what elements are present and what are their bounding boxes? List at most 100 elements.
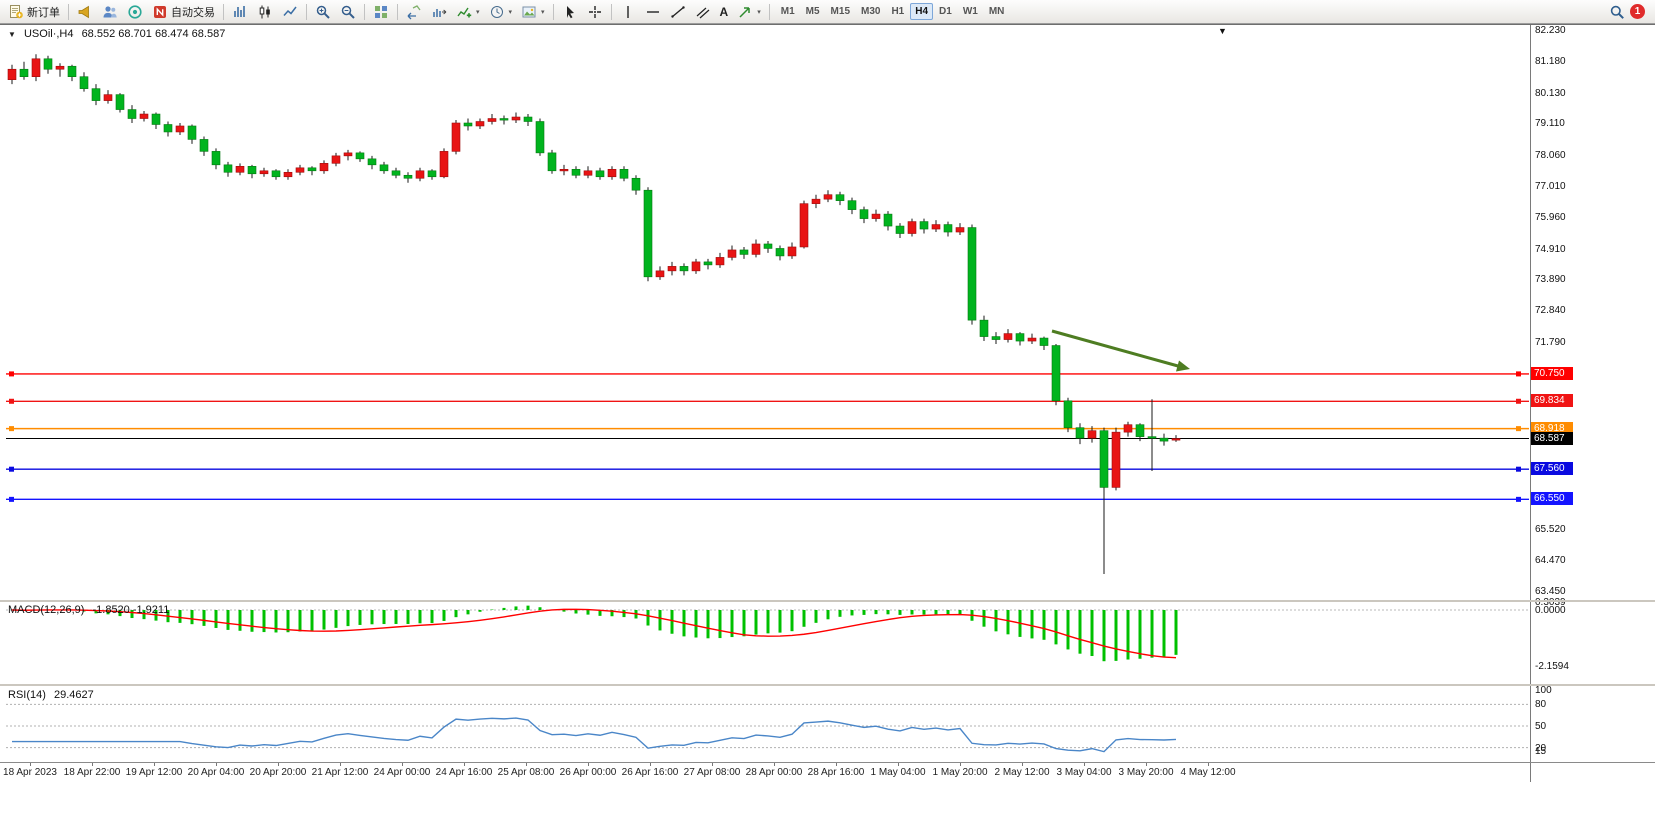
candlestick-mode-button[interactable] [253,2,277,22]
line-handle[interactable] [9,426,14,432]
trendline-tool-button[interactable] [666,2,690,22]
arrow-shape-icon [739,6,750,18]
traders-community-button[interactable] [98,2,122,22]
chart-canvas[interactable] [0,24,1655,780]
candles-layer[interactable] [7,54,1181,575]
tile-windows-button[interactable] [369,2,393,22]
timeframe-toolbar: M1 M5 M15 M30 H1 H4 D1 W1 MN [776,3,1010,20]
line-handle[interactable] [9,398,14,404]
time-axis-label: 19 Apr 12:00 [125,767,183,778]
macd-histogram [22,605,1178,662]
cursor-tool-button[interactable] [558,2,582,22]
time-axis-label: 24 Apr 16:00 [435,767,493,778]
timeframe-d1-button[interactable]: D1 [934,3,957,20]
time-axis[interactable]: 18 Apr 2023 18 Apr 22:00 19 Apr 12:00 20 Ap… [0,763,1530,781]
auto-scroll-icon [407,4,421,19]
trend-arrow[interactable] [1051,329,1190,372]
chart-menu-arrow-icon[interactable]: ▼ [1218,26,1227,36]
new-order-icon [10,4,23,18]
chart-shift-button[interactable] [427,2,451,22]
time-axis-label: 1 May 20:00 [932,767,988,778]
rsi-value: 29.4627 [53,689,94,701]
auto-trading-button[interactable]: 自动交易 [148,2,219,22]
vertical-line-icon [626,5,629,18]
time-tick [1208,763,1209,766]
timeframe-m15-button[interactable]: M15 [826,3,855,20]
channel-icon [696,7,709,18]
time-tick [588,763,589,766]
line-handle[interactable] [1516,466,1521,472]
bar-chart-mode-button[interactable] [228,2,252,22]
macd-axis-label: -2.1594 [1535,661,1569,673]
timeframe-mn-button[interactable]: MN [984,3,1010,20]
timeframe-h4-button[interactable]: H4 [910,3,934,20]
toolbar-separator [397,3,398,20]
time-axis-label: 24 Apr 00:00 [373,767,431,778]
line-handle[interactable] [9,371,14,377]
price-line-badge: 66.550 [1531,492,1573,506]
time-tick [1022,763,1023,766]
horizontal-line-tool-button[interactable] [641,2,665,22]
new-order-button[interactable]: 新订单 [4,2,64,22]
time-tick [340,763,341,766]
templates-button[interactable]: ▾ [517,2,549,22]
time-tick [650,763,651,766]
price-axis-label: 71.790 [1535,336,1566,348]
price-axis-label: 82.230 [1535,25,1566,36]
line-handle[interactable] [1516,371,1521,377]
clock-icon [490,5,503,18]
template-icon [522,6,536,17]
shapes-tool-button[interactable]: ▾ [733,2,765,22]
panel-splitter-rsi[interactable] [0,684,1655,686]
auto-scroll-button[interactable] [402,2,426,22]
line-chart-mode-button[interactable] [278,2,302,22]
dropdown-caret-icon: ▾ [508,8,513,16]
indicators-icon [457,7,472,17]
search-icon [1610,5,1624,19]
crosshair-tool-button[interactable] [583,2,607,22]
text-tool-button[interactable]: A [716,2,733,22]
time-tick [836,763,837,766]
price-scale[interactable]: 82.230 81.180 80.130 79.110 78.060 77.010 75.9… [1530,24,1655,782]
line-handle[interactable] [1516,398,1521,404]
rsi-axis-label: 80 [1535,699,1547,711]
rsi-axis-label: 100 [1535,685,1552,696]
macd-values: -1.8520 -1.9211 [92,604,170,616]
periods-button[interactable]: ▾ [485,2,517,22]
auto-trading-icon [154,5,166,18]
ohlc-values: 68.552 68.701 68.474 68.587 [81,28,226,40]
toolbar-separator [552,3,554,20]
dropdown-caret-icon: ▾ [757,8,761,16]
timeframe-m30-button[interactable]: M30 [856,3,885,20]
zoom-out-button[interactable] [336,2,360,22]
notification-badge[interactable]: 1 [1630,4,1645,19]
cursor-icon [566,5,574,18]
timeframe-m1-button[interactable]: M1 [776,3,800,20]
panel-splitter-macd[interactable] [0,600,1655,602]
toolbar-separator [610,3,612,20]
symbol-collapse-icon[interactable]: ▼ [8,30,16,39]
price-line-badge: 68.918 [1531,421,1573,435]
search-button[interactable] [1605,2,1629,22]
timeframe-w1-button[interactable]: W1 [958,3,983,20]
auto-trading-label: 自动交易 [171,6,215,19]
line-handle[interactable] [1516,426,1521,432]
zoom-in-button[interactable] [311,2,335,22]
time-tick [774,763,775,766]
channel-tool-button[interactable] [691,2,715,22]
time-axis-label: 25 Apr 08:00 [497,767,555,778]
zoom-out-icon [341,5,355,19]
vertical-line-tool-button[interactable] [616,2,640,22]
macd-axis-label: 0.3039 [1535,597,1566,609]
timeframe-h1-button[interactable]: H1 [886,3,909,20]
candlestick-icon [259,5,270,18]
price-axis-label: 74.910 [1535,243,1566,255]
line-handle[interactable] [9,466,14,472]
indicators-button[interactable]: ▾ [452,2,484,22]
broadcast-button[interactable] [73,2,97,22]
line-handle[interactable] [9,496,14,502]
community-button[interactable] [123,2,147,22]
timeframe-m5-button[interactable]: M5 [801,3,825,20]
line-handle[interactable] [1516,496,1521,502]
